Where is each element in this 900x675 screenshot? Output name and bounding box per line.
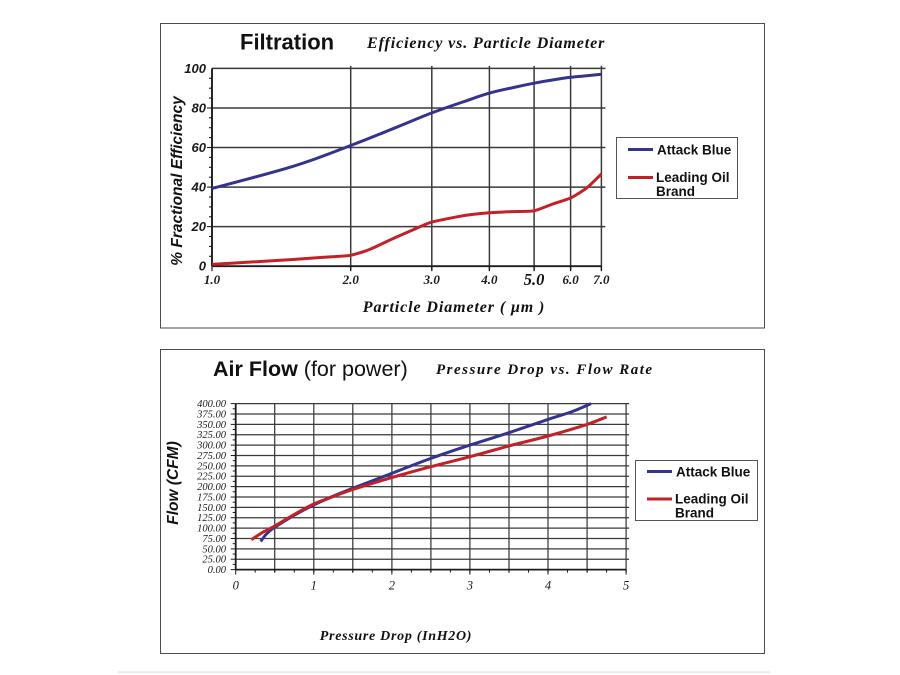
svg-text:275.00: 275.00: [197, 451, 227, 462]
svg-text:5.0: 5.0: [524, 270, 545, 289]
svg-text:100: 100: [184, 61, 206, 76]
svg-text:200.00: 200.00: [197, 482, 227, 493]
svg-text:Efficiency vs. Particle Diamet: Efficiency vs. Particle Diameter: [366, 35, 605, 52]
svg-text:Pressure Drop (InH2O): Pressure Drop (InH2O): [320, 629, 472, 644]
svg-text:100.00: 100.00: [197, 524, 227, 535]
svg-text:Flow (CFM): Flow (CFM): [165, 441, 182, 525]
svg-text:1: 1: [311, 579, 317, 593]
svg-text:4: 4: [545, 579, 551, 593]
svg-text:0.00: 0.00: [208, 565, 227, 576]
svg-text:0: 0: [233, 579, 240, 593]
svg-text:20: 20: [191, 219, 207, 234]
svg-text:175.00: 175.00: [197, 493, 227, 504]
svg-text:% Fractional Efficiency: % Fractional Efficiency: [169, 95, 186, 266]
svg-text:1.0: 1.0: [204, 272, 221, 287]
svg-text:2.0: 2.0: [342, 272, 360, 287]
svg-text:80: 80: [192, 101, 207, 116]
svg-text:Attack Blue: Attack Blue: [657, 143, 732, 158]
svg-text:2: 2: [389, 579, 395, 593]
svg-text:50.00: 50.00: [202, 544, 226, 555]
svg-text:Attack Blue: Attack Blue: [676, 465, 751, 480]
svg-text:325.00: 325.00: [196, 430, 227, 441]
svg-text:60: 60: [192, 140, 207, 155]
svg-text:40: 40: [191, 180, 207, 195]
svg-text:350.00: 350.00: [196, 420, 227, 431]
svg-text:Brand: Brand: [656, 184, 695, 199]
svg-text:25.00: 25.00: [202, 555, 226, 566]
svg-text:5: 5: [623, 579, 629, 593]
svg-text:6.0: 6.0: [562, 272, 579, 287]
svg-text:3.0: 3.0: [423, 272, 441, 287]
svg-text:375.00: 375.00: [196, 410, 227, 421]
svg-text:3: 3: [466, 579, 473, 593]
svg-text:0: 0: [199, 259, 207, 274]
svg-text:400.00: 400.00: [197, 399, 227, 410]
svg-text:75.00: 75.00: [202, 534, 226, 545]
svg-text:4.0: 4.0: [480, 272, 498, 287]
svg-text:150.00: 150.00: [197, 503, 227, 514]
svg-text:Particle Diameter ( μm ): Particle Diameter ( μm ): [362, 299, 545, 316]
svg-text:Filtration: Filtration: [240, 30, 334, 55]
svg-text:Brand: Brand: [675, 506, 714, 521]
svg-text:Leading Oil: Leading Oil: [675, 492, 749, 507]
svg-text:Leading Oil: Leading Oil: [656, 170, 730, 185]
svg-text:250.00: 250.00: [197, 461, 227, 472]
svg-text:225.00: 225.00: [197, 472, 227, 483]
svg-text:Pressure Drop vs. Flow Rate: Pressure Drop vs. Flow Rate: [436, 362, 654, 378]
svg-text:7.0: 7.0: [593, 272, 610, 287]
svg-text:Air Flow (for power): Air Flow (for power): [213, 357, 408, 381]
svg-text:300.00: 300.00: [196, 441, 227, 452]
svg-text:125.00: 125.00: [197, 513, 227, 524]
